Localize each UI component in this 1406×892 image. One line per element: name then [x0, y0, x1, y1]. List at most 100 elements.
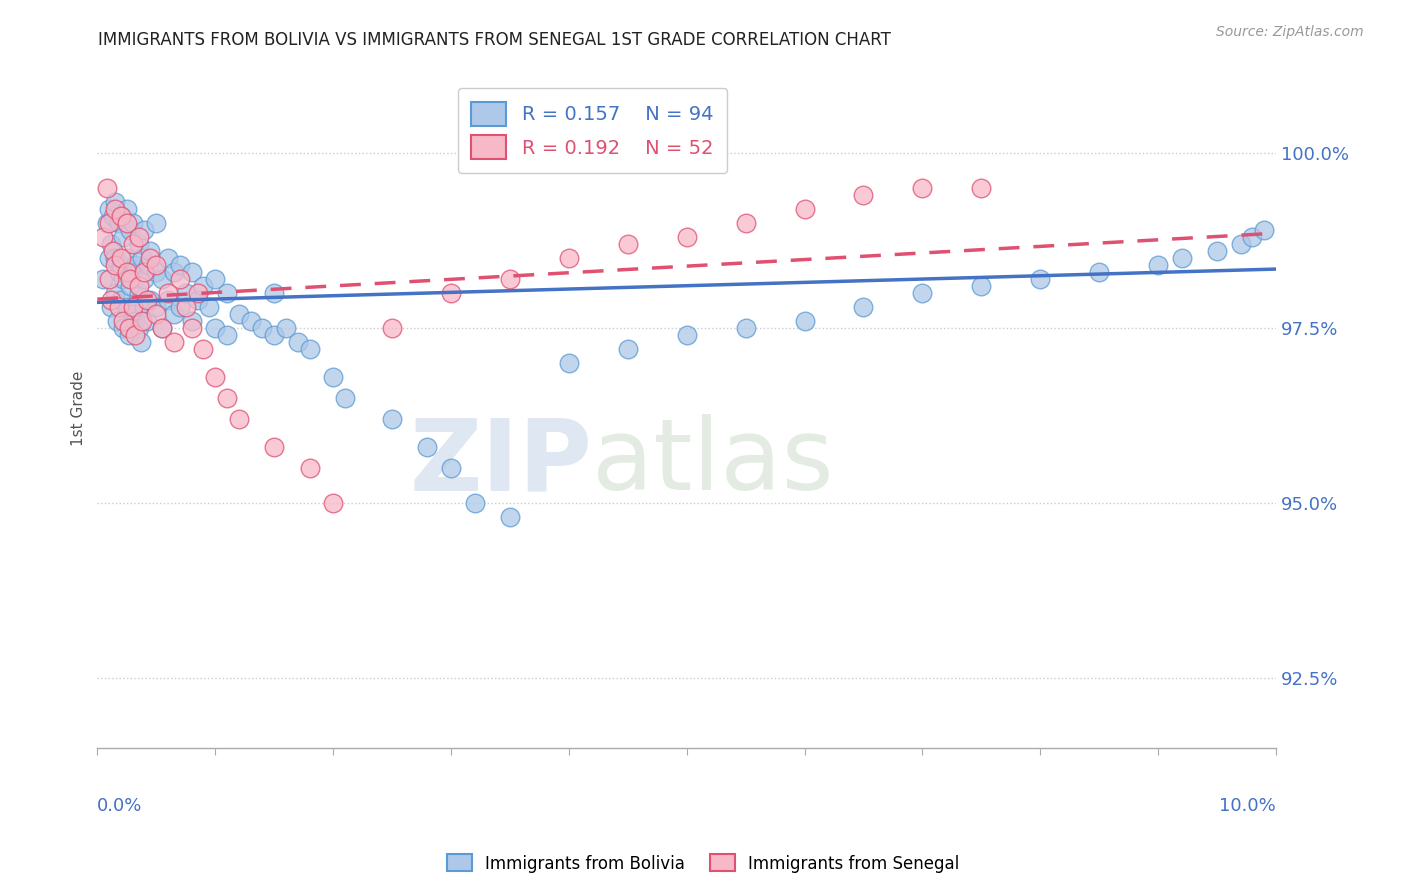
Point — [1229, 236, 1251, 251]
Point — [174, 285, 197, 300]
Point — [287, 334, 309, 349]
Text: 10.0%: 10.0% — [1219, 797, 1277, 814]
Point — [616, 236, 638, 251]
Point — [128, 278, 150, 293]
Point — [110, 293, 132, 307]
Point — [110, 209, 132, 223]
Point — [120, 222, 142, 236]
Point — [131, 251, 153, 265]
Point — [118, 327, 141, 342]
Point — [121, 216, 143, 230]
Point — [734, 216, 756, 230]
Point — [139, 244, 162, 258]
Point — [150, 320, 173, 334]
Point — [120, 278, 142, 293]
Point — [157, 285, 180, 300]
Point — [135, 293, 157, 307]
Point — [263, 440, 285, 454]
Legend: R = 0.157    N = 94, R = 0.192    N = 52: R = 0.157 N = 94, R = 0.192 N = 52 — [458, 88, 727, 173]
Point — [204, 369, 226, 384]
Point — [150, 271, 173, 285]
Point — [440, 460, 463, 475]
Point — [150, 320, 173, 334]
Point — [558, 356, 581, 370]
Point — [228, 411, 250, 425]
Point — [124, 314, 146, 328]
Point — [204, 320, 226, 334]
Point — [115, 216, 138, 230]
Point — [180, 265, 202, 279]
Point — [135, 314, 157, 328]
Point — [110, 209, 132, 223]
Point — [215, 327, 238, 342]
Point — [134, 265, 156, 279]
Point — [139, 293, 162, 307]
Point — [215, 391, 238, 405]
Point — [128, 320, 150, 334]
Text: ZIP: ZIP — [409, 414, 592, 511]
Point — [145, 265, 167, 279]
Point — [107, 216, 129, 230]
Point — [274, 320, 297, 334]
Point — [169, 300, 191, 314]
Point — [793, 314, 815, 328]
Point — [134, 300, 156, 314]
Point — [852, 187, 875, 202]
Point — [104, 258, 127, 272]
Point — [145, 216, 167, 230]
Point — [180, 320, 202, 334]
Point — [239, 314, 262, 328]
Text: IMMIGRANTS FROM BOLIVIA VS IMMIGRANTS FROM SENEGAL 1ST GRADE CORRELATION CHART: IMMIGRANTS FROM BOLIVIA VS IMMIGRANTS FR… — [98, 31, 891, 49]
Point — [1206, 244, 1229, 258]
Point — [134, 271, 156, 285]
Point — [128, 285, 150, 300]
Point — [131, 314, 153, 328]
Point — [145, 258, 167, 272]
Point — [115, 265, 138, 279]
Point — [124, 327, 146, 342]
Point — [186, 285, 208, 300]
Point — [98, 216, 121, 230]
Point — [157, 293, 180, 307]
Point — [98, 251, 121, 265]
Point — [115, 202, 138, 216]
Point — [121, 307, 143, 321]
Point — [333, 391, 356, 405]
Point — [115, 300, 138, 314]
Point — [134, 222, 156, 236]
Point — [118, 320, 141, 334]
Point — [198, 300, 221, 314]
Point — [163, 334, 186, 349]
Text: atlas: atlas — [592, 414, 834, 511]
Point — [112, 314, 135, 328]
Point — [112, 320, 135, 334]
Point — [129, 334, 152, 349]
Point — [616, 342, 638, 356]
Point — [115, 251, 138, 265]
Point — [1029, 271, 1052, 285]
Point — [180, 314, 202, 328]
Point — [121, 300, 143, 314]
Point — [128, 236, 150, 251]
Point — [110, 251, 132, 265]
Text: Source: ZipAtlas.com: Source: ZipAtlas.com — [1216, 25, 1364, 39]
Point — [793, 202, 815, 216]
Point — [163, 307, 186, 321]
Point — [1170, 251, 1192, 265]
Point — [145, 300, 167, 314]
Point — [121, 265, 143, 279]
Point — [100, 293, 122, 307]
Point — [558, 251, 581, 265]
Point — [91, 271, 114, 285]
Point — [215, 285, 238, 300]
Point — [104, 194, 127, 209]
Point — [169, 258, 191, 272]
Point — [124, 258, 146, 272]
Point — [96, 216, 118, 230]
Point — [416, 440, 439, 454]
Point — [110, 258, 132, 272]
Point — [228, 307, 250, 321]
Point — [100, 300, 122, 314]
Point — [169, 271, 191, 285]
Point — [463, 496, 485, 510]
